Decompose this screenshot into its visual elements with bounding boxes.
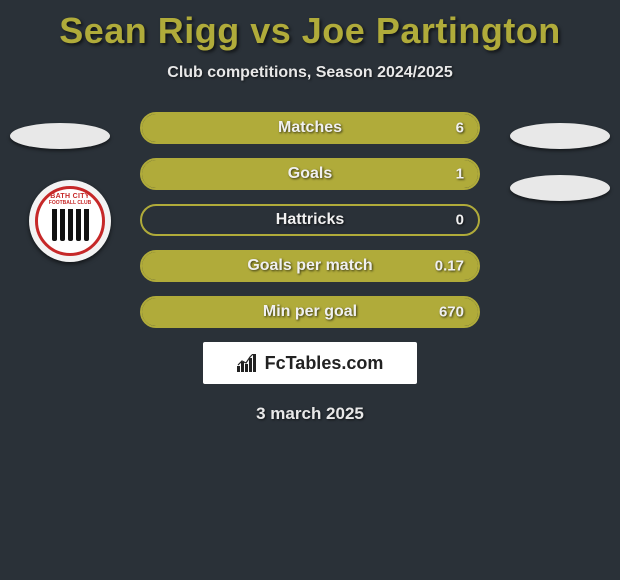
bars-icon [237, 354, 259, 372]
stat-label: Matches [278, 119, 342, 137]
date-label: 3 march 2025 [0, 404, 620, 424]
stat-row: Matches 6 [140, 112, 480, 144]
stat-row: Goals per match 0.17 [140, 250, 480, 282]
stat-value: 6 [456, 120, 464, 137]
stat-row: Goals 1 [140, 158, 480, 190]
stat-row: Hattricks 0 [140, 204, 480, 236]
player1-club-badge: BATH CITY FOOTBALL CLUB [29, 180, 111, 262]
stat-row: Min per goal 670 [140, 296, 480, 328]
stat-value: 0.17 [435, 258, 464, 275]
stat-label: Goals [288, 165, 332, 183]
player2-avatar-placeholder [510, 123, 610, 149]
stats-chart: Matches 6 Goals 1 Hattricks 0 Goals per match 0… [140, 112, 480, 328]
watermark-text: FcTables.com [265, 353, 384, 374]
player1-avatar-placeholder [10, 123, 110, 149]
badge-line1: BATH CITY [50, 193, 90, 200]
player2-club-placeholder [510, 175, 610, 201]
stat-value: 670 [439, 304, 464, 321]
stat-value: 0 [456, 212, 464, 229]
club-badge-inner: BATH CITY FOOTBALL CLUB [35, 186, 105, 256]
badge-stripes [52, 209, 89, 241]
page-title: Sean Rigg vs Joe Partington [0, 0, 620, 52]
stat-label: Min per goal [263, 303, 357, 321]
stat-label: Goals per match [247, 257, 372, 275]
subtitle: Club competitions, Season 2024/2025 [0, 64, 620, 82]
stat-label: Hattricks [276, 211, 344, 229]
stat-value: 1 [456, 166, 464, 183]
badge-line2: FOOTBALL CLUB [49, 200, 91, 206]
watermark: FcTables.com [203, 342, 417, 384]
